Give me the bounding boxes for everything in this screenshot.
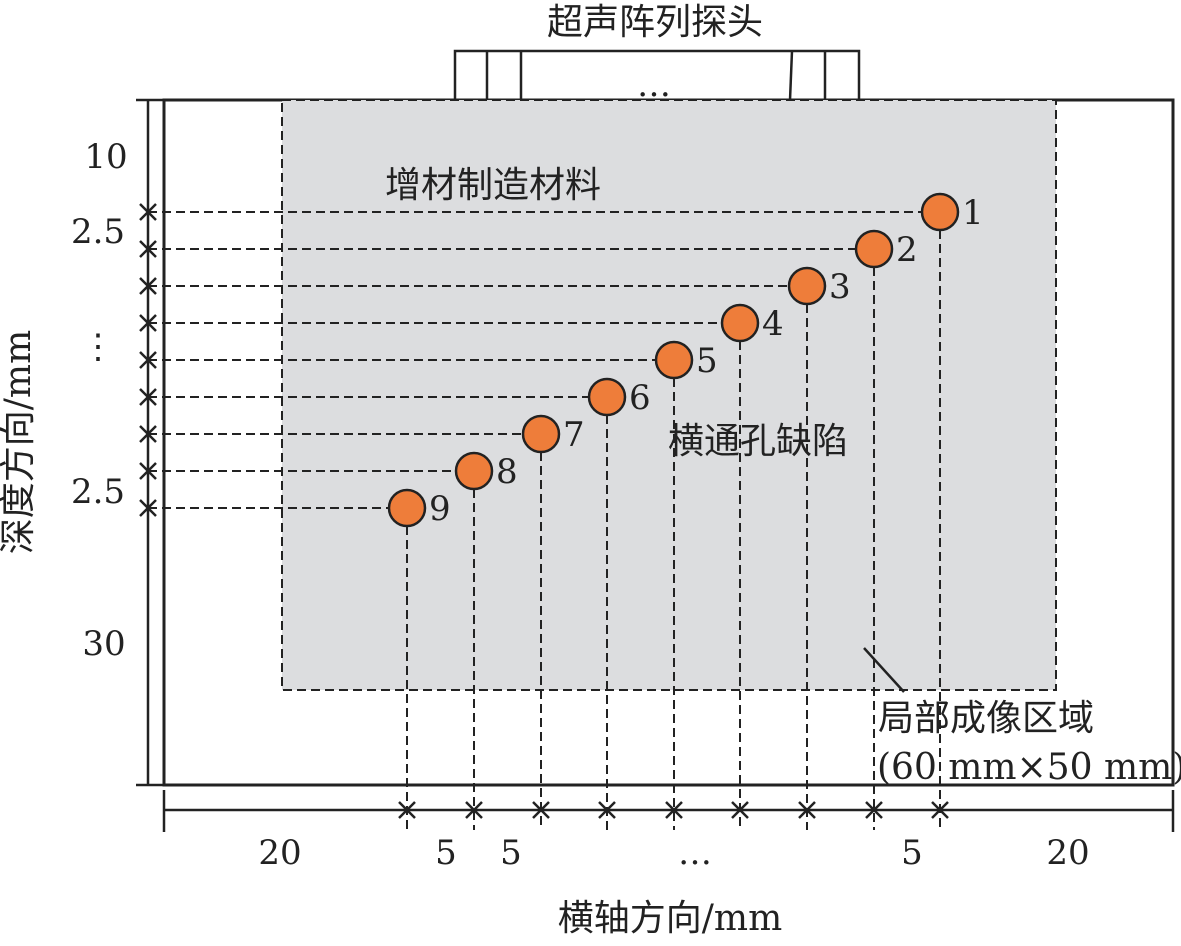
depth-axis-title: 深度方向/mm — [0, 330, 39, 554]
defect-hole-7 — [521, 414, 561, 454]
defect-hole-1 — [920, 192, 960, 232]
depth-tick-4 — [139, 314, 157, 332]
lateral-axis-title: 横轴方向/mm — [558, 898, 782, 939]
ultrasonic-probe: … — [453, 49, 861, 105]
defect-number-6: 6 — [629, 378, 651, 418]
depth-dimension — [136, 98, 164, 787]
lateral-label-pitch-1: 5 — [435, 833, 457, 873]
lateral-tick-8 — [465, 801, 483, 819]
depth-tick-3 — [139, 277, 157, 295]
region-label: 局部成像区域 — [878, 698, 1094, 739]
probe-label: 超声阵列探头 — [547, 2, 763, 43]
defect-number-2: 2 — [896, 230, 918, 270]
defect-hole-6 — [587, 377, 627, 417]
lateral-tick-9 — [398, 801, 416, 819]
defect-number-5: 5 — [696, 341, 718, 381]
defect-number-7: 7 — [563, 415, 585, 455]
lateral-label-right: 20 — [1046, 833, 1089, 873]
depth-label-pitch-upper: 2.5 — [71, 212, 125, 252]
depth-label-ellipsis: ⋮ — [81, 327, 115, 367]
lateral-tick-6 — [598, 801, 616, 819]
defect-hole-2 — [854, 229, 894, 269]
lateral-tick-7 — [532, 801, 550, 819]
lateral-tick-2 — [865, 801, 883, 819]
depth-label-bottom: 30 — [82, 624, 125, 664]
defect-hole-4 — [720, 303, 760, 343]
lateral-tick-3 — [798, 801, 816, 819]
defect-number-1: 1 — [962, 193, 984, 233]
defect-number-3: 3 — [829, 267, 851, 307]
probe-elements-ellipsis: … — [637, 65, 671, 105]
depth-label-top: 10 — [84, 137, 127, 177]
depth-tick-1 — [139, 203, 157, 221]
defect-number-9: 9 — [429, 489, 451, 529]
defect-number-4: 4 — [762, 304, 784, 344]
depth-tick-5 — [139, 351, 157, 369]
defect-hole-8 — [454, 451, 494, 491]
lateral-label-pitch-3: 5 — [901, 833, 923, 873]
depth-tick-9 — [139, 499, 157, 517]
depth-tick-6 — [139, 388, 157, 406]
lateral-dimension — [162, 790, 1175, 832]
defect-hole-5 — [654, 340, 694, 380]
lateral-tick-5 — [665, 801, 683, 819]
defect-holes: 1 2 3 4 5 6 7 8 9 — [387, 192, 984, 529]
depth-tick-2 — [139, 240, 157, 258]
lateral-label-pitch-2: 5 — [500, 833, 522, 873]
depth-label-pitch-lower: 2.5 — [71, 472, 125, 512]
lateral-tick-1 — [931, 801, 949, 819]
defect-number-8: 8 — [496, 452, 518, 492]
lateral-label-ellipsis: … — [678, 833, 712, 873]
defect-hole-3 — [787, 266, 827, 306]
material-label: 增材制造材料 — [385, 165, 601, 206]
region-size-label: (60 mm×50 mm) — [877, 747, 1181, 788]
region-leader-line — [863, 647, 905, 693]
defect-hole-9 — [387, 488, 427, 528]
lateral-label-left: 20 — [258, 833, 301, 873]
depth-tick-8 — [139, 462, 157, 480]
guide-lines — [148, 211, 941, 830]
depth-tick-7 — [139, 425, 157, 443]
defect-type-label: 横通孔缺陷 — [668, 421, 848, 462]
lateral-tick-4 — [731, 801, 749, 819]
